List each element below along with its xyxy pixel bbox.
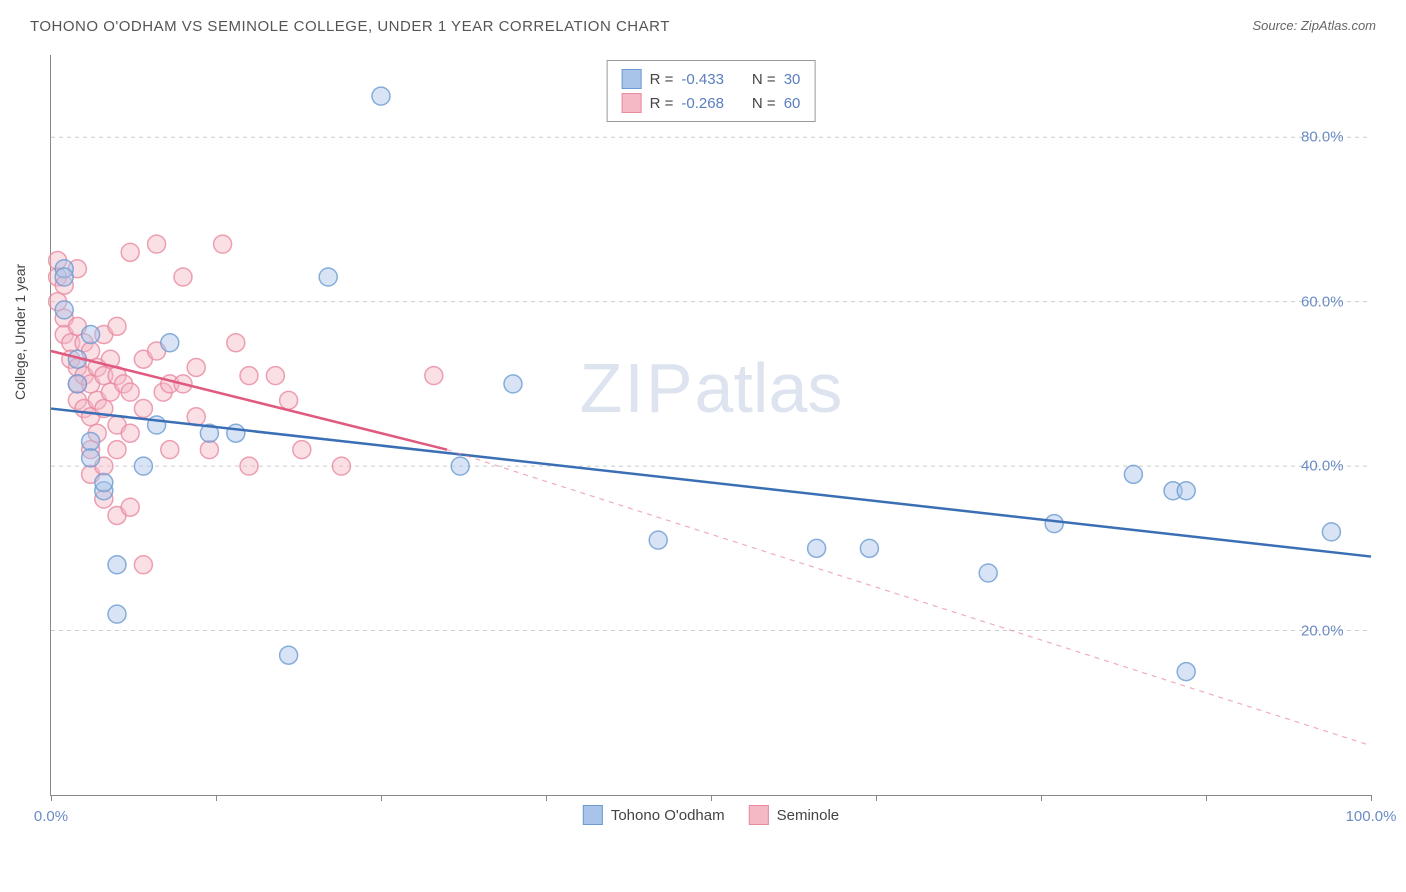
source-label: Source: ZipAtlas.com	[1252, 18, 1376, 33]
swatch-tohono	[622, 69, 642, 89]
legend-item-seminole: Seminole	[749, 805, 840, 825]
n-val-1: 30	[784, 71, 801, 88]
legend-swatch-tohono	[583, 805, 603, 825]
legend-label-seminole: Seminole	[777, 807, 840, 824]
r-label: R =	[650, 71, 674, 88]
x-tick	[1371, 795, 1372, 801]
legend-label-tohono: Tohono O'odham	[611, 807, 725, 824]
x-tick-0: 0.0%	[34, 808, 68, 825]
x-tick	[381, 795, 382, 801]
x-tick-100: 100.0%	[1346, 808, 1397, 825]
r-val-2: -0.268	[681, 95, 724, 112]
y-tick-label: 40.0%	[1301, 458, 1361, 475]
x-tick	[876, 795, 877, 801]
x-tick	[711, 795, 712, 801]
legend: Tohono O'odham Seminole	[583, 805, 839, 825]
y-axis-label: College, Under 1 year	[12, 264, 28, 400]
n-val-2: 60	[784, 95, 801, 112]
x-tick	[546, 795, 547, 801]
r-val-1: -0.433	[681, 71, 724, 88]
y-tick-label: 80.0%	[1301, 129, 1361, 146]
x-tick	[1041, 795, 1042, 801]
header: TOHONO O'ODHAM VS SEMINOLE COLLEGE, UNDE…	[0, 0, 1406, 40]
n-label: N =	[752, 71, 776, 88]
stats-box: R = -0.433 N = 30 R = -0.268 N = 60	[607, 60, 816, 122]
plot-svg	[51, 55, 1371, 795]
chart-title: TOHONO O'ODHAM VS SEMINOLE COLLEGE, UNDE…	[30, 18, 670, 35]
y-tick-label: 60.0%	[1301, 293, 1361, 310]
stats-row-2: R = -0.268 N = 60	[622, 91, 801, 115]
chart-area: ZIPatlas 20.0%40.0%60.0%80.0% 0.0% 100.0…	[50, 55, 1371, 796]
x-tick	[216, 795, 217, 801]
swatch-seminole	[622, 93, 642, 113]
x-tick	[51, 795, 52, 801]
x-tick	[1206, 795, 1207, 801]
r-label-2: R =	[650, 95, 674, 112]
y-tick-label: 20.0%	[1301, 622, 1361, 639]
stats-row-1: R = -0.433 N = 30	[622, 67, 801, 91]
legend-item-tohono: Tohono O'odham	[583, 805, 725, 825]
n-label-2: N =	[752, 95, 776, 112]
legend-swatch-seminole	[749, 805, 769, 825]
